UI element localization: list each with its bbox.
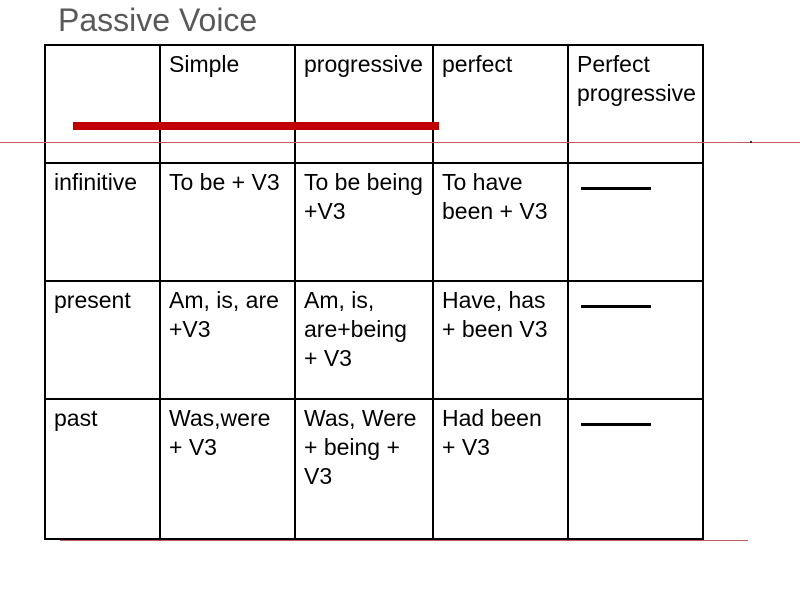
cell-simple: Am, is, are +V3	[160, 281, 295, 399]
row-label: infinitive	[45, 163, 160, 281]
table-row: past Was,were + V3 Was, Were + being + V…	[45, 399, 703, 539]
cell-perfect: To have been + V3	[433, 163, 568, 281]
cell-perfect-progressive	[568, 399, 703, 539]
thin-red-line-bottom	[60, 540, 748, 541]
cell-progressive: Am, is, are+being + V3	[295, 281, 433, 399]
header-perfect: perfect	[433, 45, 568, 163]
cell-perfect: Have, has + been V3	[433, 281, 568, 399]
header-perfect-progressive: Perfect progressive	[568, 45, 703, 163]
table-header-row: Simple progressive perfect Perfect progr…	[45, 45, 703, 163]
row-label: present	[45, 281, 160, 399]
cell-perfect-progressive	[568, 281, 703, 399]
blank-line	[581, 187, 651, 190]
cell-progressive: Was, Were + being + V3	[295, 399, 433, 539]
thin-red-line-top	[0, 142, 800, 143]
row-label: past	[45, 399, 160, 539]
table-row: present Am, is, are +V3 Am, is, are+bein…	[45, 281, 703, 399]
dot-icon	[750, 141, 752, 143]
cell-progressive: To be being +V3	[295, 163, 433, 281]
table-row: infinitive To be + V3 To be being +V3 To…	[45, 163, 703, 281]
cell-simple: To be + V3	[160, 163, 295, 281]
header-progressive: progressive	[295, 45, 433, 163]
cell-perfect: Had been + V3	[433, 399, 568, 539]
passive-voice-table: Simple progressive perfect Perfect progr…	[44, 44, 704, 540]
blank-line	[581, 423, 651, 426]
slide-title: Passive Voice	[58, 2, 257, 39]
thick-red-bar	[73, 122, 439, 130]
cell-perfect-progressive	[568, 163, 703, 281]
cell-simple: Was,were + V3	[160, 399, 295, 539]
header-simple: Simple	[160, 45, 295, 163]
blank-line	[581, 305, 651, 308]
slide: Passive Voice Simple progressive perfect…	[0, 0, 800, 600]
header-blank	[45, 45, 160, 163]
